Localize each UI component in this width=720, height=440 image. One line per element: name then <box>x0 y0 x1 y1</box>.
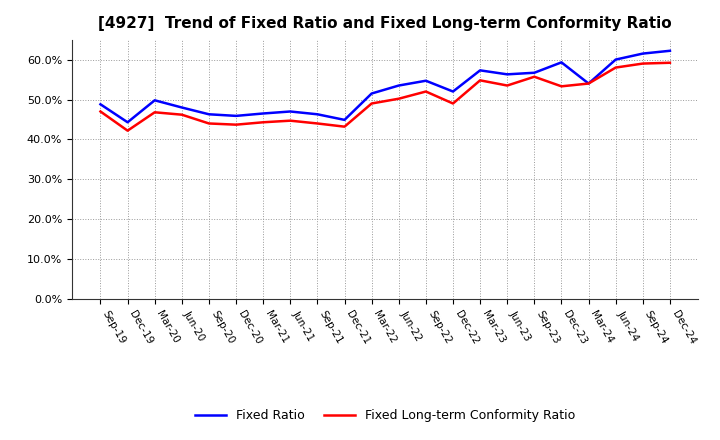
Fixed Long-term Conformity Ratio <box>96 109 105 114</box>
Fixed Ratio <box>341 117 349 122</box>
Fixed Long-term Conformity Ratio <box>259 120 268 125</box>
Fixed Long-term Conformity Ratio <box>503 83 511 88</box>
Fixed Long-term Conformity Ratio <box>341 124 349 129</box>
Legend: Fixed Ratio, Fixed Long-term Conformity Ratio: Fixed Ratio, Fixed Long-term Conformity … <box>190 404 580 427</box>
Line: Fixed Ratio: Fixed Ratio <box>101 51 670 122</box>
Fixed Ratio <box>313 112 322 117</box>
Fixed Ratio <box>232 113 240 118</box>
Fixed Ratio <box>395 83 403 88</box>
Fixed Long-term Conformity Ratio <box>584 81 593 86</box>
Fixed Ratio <box>150 98 159 103</box>
Fixed Long-term Conformity Ratio <box>286 118 294 123</box>
Fixed Ratio <box>286 109 294 114</box>
Fixed Long-term Conformity Ratio <box>123 128 132 133</box>
Fixed Ratio <box>611 57 620 62</box>
Title: [4927]  Trend of Fixed Ratio and Fixed Long-term Conformity Ratio: [4927] Trend of Fixed Ratio and Fixed Lo… <box>99 16 672 32</box>
Fixed Long-term Conformity Ratio <box>476 78 485 83</box>
Fixed Ratio <box>557 60 566 65</box>
Fixed Long-term Conformity Ratio <box>611 65 620 70</box>
Fixed Long-term Conformity Ratio <box>150 110 159 115</box>
Fixed Ratio <box>204 112 213 117</box>
Fixed Long-term Conformity Ratio <box>178 112 186 117</box>
Fixed Long-term Conformity Ratio <box>639 61 647 66</box>
Fixed Ratio <box>639 51 647 56</box>
Line: Fixed Long-term Conformity Ratio: Fixed Long-term Conformity Ratio <box>101 63 670 131</box>
Fixed Long-term Conformity Ratio <box>232 122 240 127</box>
Fixed Long-term Conformity Ratio <box>449 101 457 106</box>
Fixed Ratio <box>449 89 457 94</box>
Fixed Ratio <box>123 120 132 125</box>
Fixed Long-term Conformity Ratio <box>204 121 213 126</box>
Fixed Long-term Conformity Ratio <box>313 121 322 126</box>
Fixed Long-term Conformity Ratio <box>557 84 566 89</box>
Fixed Ratio <box>665 48 674 53</box>
Fixed Long-term Conformity Ratio <box>395 96 403 101</box>
Fixed Ratio <box>503 72 511 77</box>
Fixed Long-term Conformity Ratio <box>530 74 539 79</box>
Fixed Ratio <box>178 105 186 110</box>
Fixed Ratio <box>476 68 485 73</box>
Fixed Ratio <box>96 102 105 107</box>
Fixed Ratio <box>530 70 539 75</box>
Fixed Long-term Conformity Ratio <box>421 89 430 94</box>
Fixed Ratio <box>584 81 593 86</box>
Fixed Long-term Conformity Ratio <box>367 101 376 106</box>
Fixed Ratio <box>421 78 430 83</box>
Fixed Ratio <box>367 91 376 96</box>
Fixed Ratio <box>259 111 268 116</box>
Fixed Long-term Conformity Ratio <box>665 60 674 66</box>
